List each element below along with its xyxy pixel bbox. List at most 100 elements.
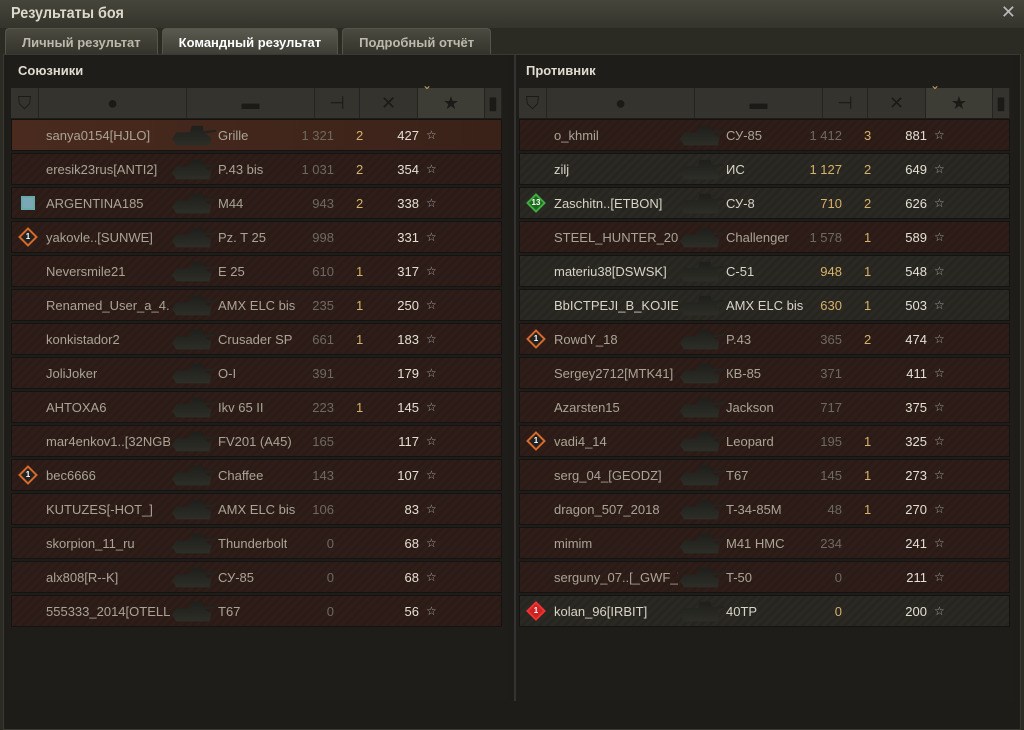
player-row[interactable]: sanya0154[HJLO] Grille 1 321 2 427 ☆ (11, 119, 502, 151)
xp-star-icon[interactable]: ★ (926, 78, 993, 118)
damage-value: 234 (820, 536, 842, 551)
damage-icon[interactable]: ⊣ (315, 88, 360, 118)
star-icon: ☆ (934, 332, 945, 346)
tank-image-icon (680, 363, 724, 384)
xp-value: 548 (905, 264, 927, 279)
player-row[interactable]: AHTOXA6 Ikv 65 II 223 1 145 ☆ (11, 391, 502, 423)
player-row[interactable]: 1 yakovle..[SUNWE] Pz. T 25 998 331 ☆ (11, 221, 502, 253)
player-name: mar4enkov1..[32NGB] (46, 434, 170, 449)
tank-icon[interactable]: ▬ (187, 88, 315, 118)
damage-icon[interactable]: ⊣ (823, 88, 868, 118)
player-row[interactable]: Azarsten15 Jackson 717 375 ☆ (519, 391, 1010, 423)
player-row[interactable]: Renamed_User_a_4.. AMX ELC bis 235 1 250 ☆ (11, 289, 502, 321)
tank-image-icon (172, 567, 216, 588)
close-icon[interactable]: ✕ (1000, 2, 1016, 22)
player-row[interactable]: Sergey2712[MTK41] КВ-85 371 411 ☆ (519, 357, 1010, 389)
medal-icon[interactable]: ▮ (485, 88, 502, 118)
star-icon: ☆ (934, 570, 945, 584)
frags-icon[interactable]: ✕ (360, 88, 418, 118)
star-icon: ☆ (426, 536, 437, 550)
xp-value: 411 (906, 366, 927, 381)
xp-value: 649 (905, 162, 927, 177)
frags-value: 2 (356, 196, 364, 211)
tank-name: FV201 (A45) (218, 434, 292, 449)
player-name: BbICTPEJI_B_KOJIE.. (554, 298, 678, 313)
tank-image-icon (680, 533, 724, 554)
rank-badge-icon: 1 (18, 465, 38, 485)
damage-value: 365 (820, 332, 842, 347)
tab-team-result[interactable]: Командный результат (161, 28, 339, 54)
damage-value: 143 (312, 468, 334, 483)
xp-value: 83 (404, 502, 419, 517)
player-row[interactable]: dragon_507_2018 T-34-85M 48 1 270 ☆ (519, 493, 1010, 525)
player-row[interactable]: 1 RowdY_18 P.43 365 2 474 ☆ (519, 323, 1010, 355)
player-icon[interactable]: ● (39, 88, 187, 118)
frags-value: 1 (356, 264, 364, 279)
player-row[interactable]: BbICTPEJI_B_KOJIE.. AMX ELC bis 630 1 503 ☆ (519, 289, 1010, 321)
player-row[interactable]: STEEL_HUNTER_2015 Challenger 1 578 1 589 ☆ (519, 221, 1010, 253)
player-row[interactable]: serguny_07..[_GWF_] T-50 0 211 ☆ (519, 561, 1010, 593)
player-name: materiu38[DSWSK] (554, 264, 667, 279)
xp-value: 474 (905, 332, 927, 347)
player-row[interactable]: skorpion_11_ru Thunderbolt 0 68 ☆ (11, 527, 502, 559)
player-row[interactable]: 555333_2014[OTELL] T67 0 56 ☆ (11, 595, 502, 627)
player-row[interactable]: zilj ИС 1 127 2 649 ☆ (519, 153, 1010, 185)
rank-badge-icon: 1 (18, 227, 38, 247)
player-row[interactable]: Neversmile21 E 25 610 1 317 ☆ (11, 255, 502, 287)
player-list: sanya0154[HJLO] Grille 1 321 2 427 ☆ eresik23r… (11, 119, 502, 629)
player-row[interactable]: eresik23rus[ANTI2] P.43 bis 1 031 2 354 ☆ (11, 153, 502, 185)
xp-star-icon[interactable]: ★ (418, 78, 485, 118)
tank-icon[interactable]: ▬ (695, 88, 823, 118)
squad-icon[interactable]: ⛉ (519, 88, 547, 118)
player-row[interactable]: 13 Zaschitn..[ETBON] СУ-8 710 2 626 ☆ (519, 187, 1010, 219)
player-icon[interactable]: ● (547, 88, 695, 118)
tank-name: M41 HMC (726, 536, 785, 551)
tank-name: Ikv 65 II (218, 400, 264, 415)
player-row[interactable]: konkistador2 Crusader SP 661 1 183 ☆ (11, 323, 502, 355)
xp-value: 68 (404, 570, 419, 585)
player-row[interactable]: mar4enkov1..[32NGB] FV201 (A45) 165 117 ☆ (11, 425, 502, 457)
star-icon: ☆ (426, 570, 437, 584)
xp-value: 145 (397, 400, 419, 415)
xp-value: 375 (905, 400, 927, 415)
tab-personal-result[interactable]: Личный результат (5, 28, 158, 54)
player-row[interactable]: KUTUZES[-HOT_] AMX ELC bis 106 83 ☆ (11, 493, 502, 525)
frags-value: 1 (864, 264, 872, 279)
player-row[interactable]: materiu38[DSWSK] С-51 948 1 548 ☆ (519, 255, 1010, 287)
tank-name: AMX ELC bis (218, 502, 296, 517)
star-icon: ☆ (934, 400, 945, 414)
frags-icon[interactable]: ✕ (868, 88, 926, 118)
column-header: ⛉●▬⊣✕★▮ (11, 78, 502, 118)
player-row[interactable]: o_khmil СУ-85 1 412 3 881 ☆ (519, 119, 1010, 151)
damage-value: 0 (326, 604, 334, 619)
xp-value: 179 (397, 366, 419, 381)
player-row[interactable]: 1 vadi4_14 Leopard 195 1 325 ☆ (519, 425, 1010, 457)
star-icon: ☆ (426, 332, 437, 346)
player-row[interactable]: alx808[R--K] СУ-85 0 68 ☆ (11, 561, 502, 593)
star-icon: ☆ (426, 128, 437, 142)
player-name: alx808[R--K] (46, 570, 119, 585)
tank-image-icon (680, 329, 724, 350)
tank-image-icon (172, 533, 216, 554)
player-row[interactable]: mimim M41 HMC 234 241 ☆ (519, 527, 1010, 559)
frags-value: 1 (864, 468, 872, 483)
player-row[interactable]: JoliJoker O-I 391 179 ☆ (11, 357, 502, 389)
damage-value: 1 127 (809, 162, 842, 177)
player-name: serg_04_[GEODZ] (554, 468, 662, 483)
tab-detailed-report[interactable]: Подробный отчёт (342, 28, 492, 54)
frags-value: 1 (356, 332, 364, 347)
tank-image-icon (680, 159, 724, 180)
player-row[interactable]: 1 bec6666 Chaffee 143 107 ☆ (11, 459, 502, 491)
star-icon: ☆ (934, 604, 945, 618)
tank-image-icon (172, 499, 216, 520)
squad-icon[interactable]: ⛉ (11, 88, 39, 118)
medal-icon[interactable]: ▮ (993, 88, 1010, 118)
player-row[interactable]: 1 kolan_96[IRBIT] 40TP 0 200 ☆ (519, 595, 1010, 627)
tank-name: P.43 (726, 332, 752, 347)
player-row[interactable]: ARGENTINA185 M44 943 2 338 ☆ (11, 187, 502, 219)
player-row[interactable]: serg_04_[GEODZ] T67 145 1 273 ☆ (519, 459, 1010, 491)
tank-image-icon (680, 397, 724, 418)
star-icon: ☆ (426, 502, 437, 516)
tank-image-icon (172, 125, 216, 146)
